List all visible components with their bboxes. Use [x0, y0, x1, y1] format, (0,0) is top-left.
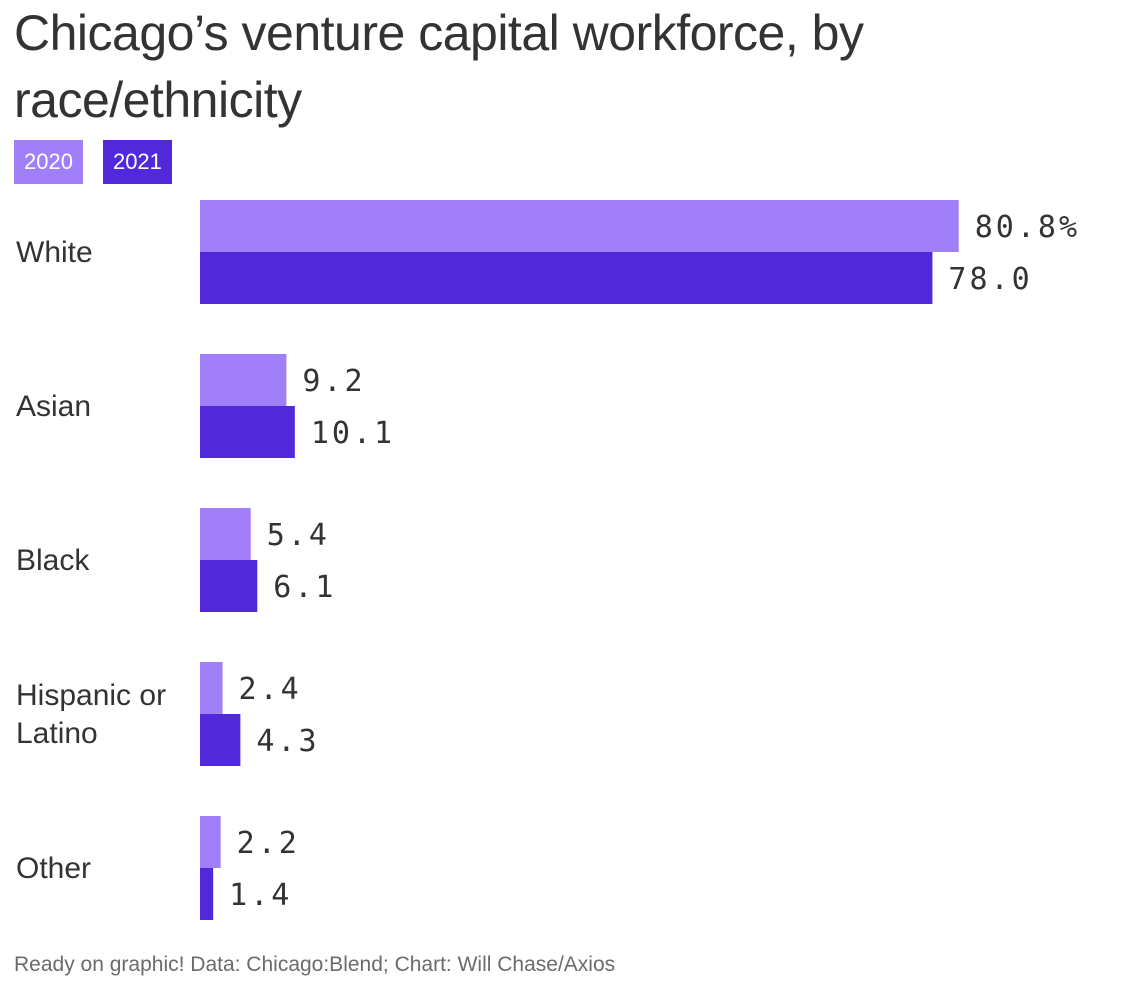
- bar-group: Other 2.2 1.4: [16, 816, 300, 920]
- data-label: 5.4: [267, 518, 330, 553]
- category-label: Black: [16, 544, 90, 577]
- bar-2020: [200, 662, 223, 714]
- legend-item-2020: 2020: [14, 140, 83, 184]
- bar-group: White 80.8% 78.0: [16, 200, 1080, 304]
- data-label: 6.1: [273, 570, 336, 605]
- legend-item-2021: 2021: [102, 140, 172, 184]
- bar-group: Black 5.4 6.1: [16, 508, 336, 612]
- category-label: Hispanic or: [16, 679, 166, 712]
- data-label: 78.0: [948, 262, 1032, 297]
- chart-title: Chicago’s venture capital workforce, by …: [14, 5, 864, 128]
- category-label: Asian: [16, 390, 91, 423]
- bar-2021: [200, 868, 214, 920]
- bar-group: Asian 9.2 10.1: [16, 354, 395, 458]
- bar-group: Hispanic or Latino 2.4 4.3: [16, 662, 319, 766]
- bar-2020: [200, 200, 959, 252]
- chart-footer: Ready on graphic! Data: Chicago:Blend; C…: [14, 953, 616, 976]
- bar-2020: [200, 508, 251, 560]
- bar-chart: White 80.8% 78.0 Asian 9.2 10.1 Black 5.4 6.1 His…: [16, 200, 1080, 920]
- category-label: Other: [16, 852, 91, 885]
- data-label: 4.3: [256, 724, 319, 759]
- chart-legend: 2020 2021: [14, 140, 172, 184]
- bar-2020: [200, 816, 221, 868]
- category-label: White: [16, 236, 93, 269]
- bar-2020: [200, 354, 287, 406]
- bar-2021: [200, 714, 241, 766]
- data-label: 9.2: [302, 364, 365, 399]
- bar-2021: [200, 406, 295, 458]
- data-label: 2.2: [237, 826, 300, 861]
- data-label: 10.1: [311, 416, 395, 451]
- category-label: Latino: [16, 717, 98, 750]
- data-label: 1.4: [229, 878, 292, 913]
- data-label: 80.8%: [975, 210, 1080, 245]
- bar-2021: [200, 252, 933, 304]
- data-label: 2.4: [239, 672, 302, 707]
- bar-2021: [200, 560, 258, 612]
